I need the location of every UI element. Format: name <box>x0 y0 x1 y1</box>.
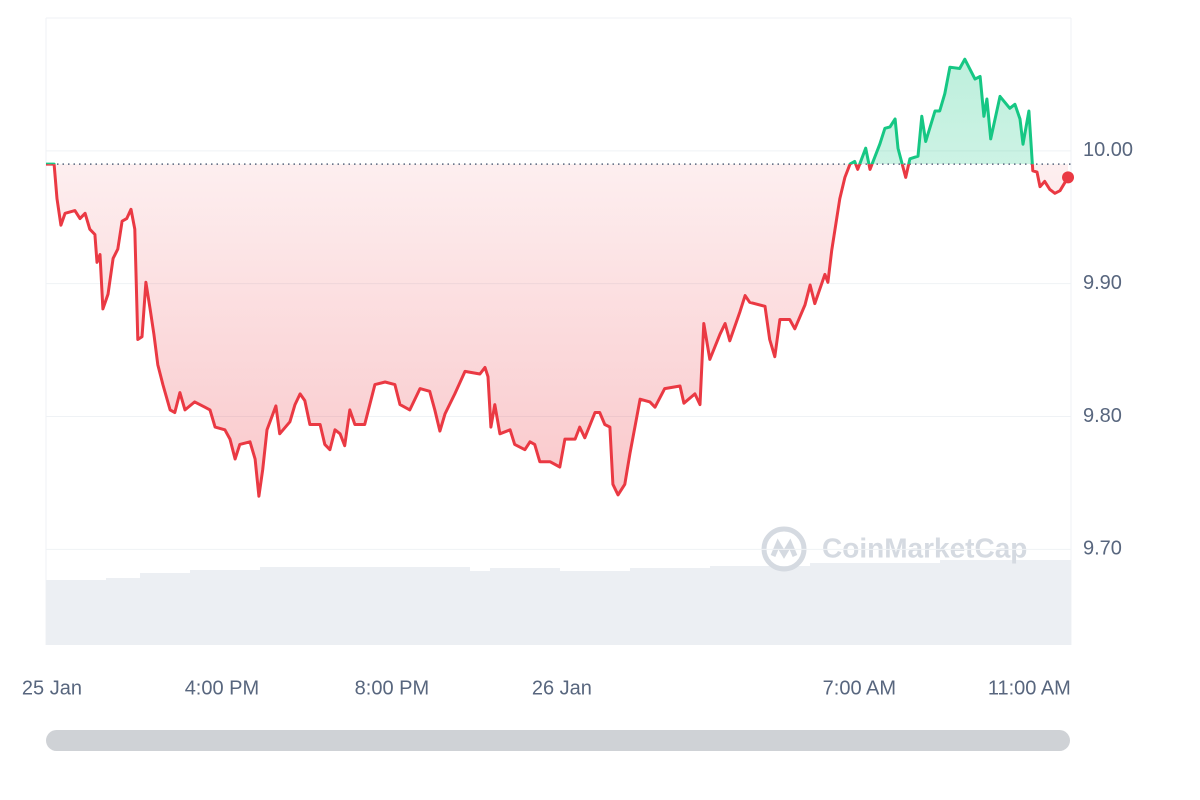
y-tick-label: 9.80 <box>1083 405 1122 427</box>
x-tick-label: 7:00 AM <box>823 677 896 699</box>
watermark: CoinMarketCap <box>822 532 1027 563</box>
y-tick-label: 9.90 <box>1083 272 1122 294</box>
area-up <box>46 59 1033 165</box>
x-tick-label: 11:00 AM <box>988 677 1071 699</box>
price-line-down <box>46 164 1070 498</box>
x-tick-label: 26 Jan <box>532 677 592 699</box>
y-tick-label: 9.70 <box>1083 538 1122 560</box>
x-tick-label: 25 Jan <box>22 677 82 699</box>
volume <box>46 560 1071 645</box>
last-price-dot <box>1062 171 1075 184</box>
scrollbar[interactable] <box>46 730 1070 751</box>
price-line-up <box>46 57 1034 165</box>
y-tick-label: 10.00 <box>1083 139 1133 161</box>
area-down <box>46 164 1068 497</box>
x-tick-label: 4:00 PM <box>185 677 259 699</box>
x-tick-label: 8:00 PM <box>355 677 429 699</box>
